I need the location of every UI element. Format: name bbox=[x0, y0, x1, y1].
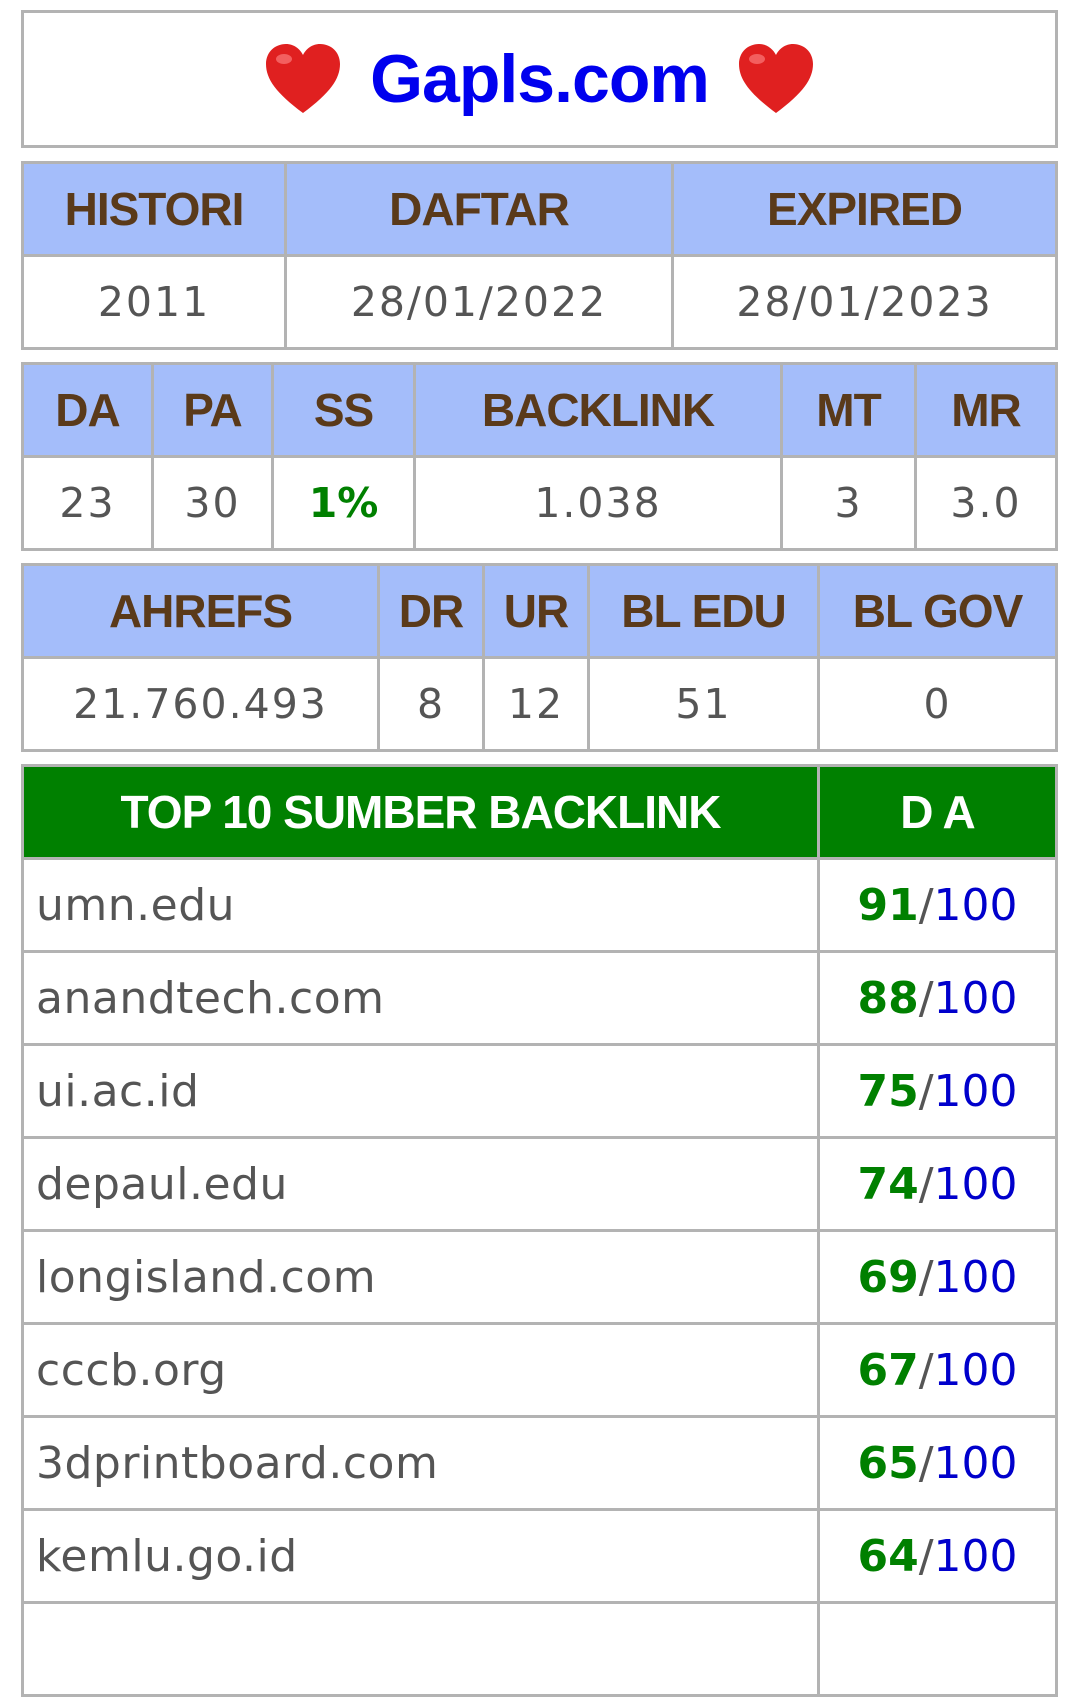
da-score-value: 75 bbox=[857, 1065, 919, 1117]
header-backlink: BACKLINK bbox=[413, 362, 783, 458]
backlink-site[interactable]: umn.edu bbox=[21, 857, 820, 953]
score-separator: / bbox=[918, 1437, 934, 1489]
mr-value: 3.0 bbox=[914, 455, 1058, 551]
pa-value: 30 bbox=[151, 455, 274, 551]
dr-value: 8 bbox=[377, 656, 485, 752]
backlink-da-score: 74/100 bbox=[817, 1136, 1058, 1232]
da-score-max: 100 bbox=[933, 1158, 1018, 1210]
header-expired: EXPIRED bbox=[671, 161, 1058, 257]
da-score-value: 88 bbox=[857, 972, 919, 1024]
table-row: depaul.edu 74/100 bbox=[21, 1136, 1058, 1232]
ahrefs-value: 21.760.493 bbox=[21, 656, 380, 752]
score-separator: / bbox=[918, 1158, 934, 1210]
backlink-site[interactable]: cccb.org bbox=[21, 1322, 820, 1418]
backlink-da-score bbox=[817, 1601, 1058, 1697]
ahrefs-metrics-table: AHREFS DR UR BL EDU BL GOV 21.760.493 8 … bbox=[21, 563, 1058, 752]
da-score-max: 100 bbox=[933, 972, 1018, 1024]
header-bl-gov: BL GOV bbox=[817, 563, 1058, 659]
backlink-da-score: 67/100 bbox=[817, 1322, 1058, 1418]
da-score-value: 65 bbox=[857, 1437, 919, 1489]
score-separator: / bbox=[918, 972, 934, 1024]
backlink-da-score: 65/100 bbox=[817, 1415, 1058, 1511]
da-score-value: 91 bbox=[857, 879, 919, 931]
da-score-value: 64 bbox=[857, 1530, 919, 1582]
da-score-max: 100 bbox=[933, 879, 1018, 931]
header-mr: MR bbox=[914, 362, 1058, 458]
da-score-max: 100 bbox=[933, 1065, 1018, 1117]
header-daftar: DAFTAR bbox=[284, 161, 674, 257]
header-ur: UR bbox=[482, 563, 590, 659]
header-ss: SS bbox=[271, 362, 416, 458]
table-row: anandtech.com 88/100 bbox=[21, 950, 1058, 1046]
table-row: 3dprintboard.com 65/100 bbox=[21, 1415, 1058, 1511]
header-da: DA bbox=[21, 362, 154, 458]
backlink-site[interactable]: ui.ac.id bbox=[21, 1043, 820, 1139]
header-top-sources: TOP 10 SUMBER BACKLINK bbox=[21, 764, 820, 860]
ur-value: 12 bbox=[482, 656, 590, 752]
backlink-da-score: 69/100 bbox=[817, 1229, 1058, 1325]
backlink-site[interactable] bbox=[21, 1601, 820, 1697]
backlink-value: 1.038 bbox=[413, 455, 783, 551]
table-row: cccb.org 67/100 bbox=[21, 1322, 1058, 1418]
bl-edu-value: 51 bbox=[587, 656, 820, 752]
backlink-site[interactable]: longisland.com bbox=[21, 1229, 820, 1325]
site-title: Gapls.com bbox=[370, 41, 710, 117]
header-pa: PA bbox=[151, 362, 274, 458]
table-row: ui.ac.id 75/100 bbox=[21, 1043, 1058, 1139]
da-score-max: 100 bbox=[933, 1437, 1018, 1489]
da-score-value: 67 bbox=[857, 1344, 919, 1396]
backlink-site[interactable]: depaul.edu bbox=[21, 1136, 820, 1232]
heart-icon bbox=[738, 44, 813, 113]
da-score-max: 100 bbox=[933, 1530, 1018, 1582]
heart-icon bbox=[266, 44, 341, 113]
da-score-value: 69 bbox=[857, 1251, 919, 1303]
score-separator: / bbox=[918, 1344, 934, 1396]
top-backlinks-table: TOP 10 SUMBER BACKLINK D A umn.edu 91/100… bbox=[21, 764, 1058, 1697]
mt-value: 3 bbox=[780, 455, 917, 551]
expired-value: 28/01/2023 bbox=[671, 254, 1058, 350]
header-ahrefs: AHREFS bbox=[21, 563, 380, 659]
score-separator: / bbox=[918, 1065, 934, 1117]
table-row: kemlu.go.id 64/100 bbox=[21, 1508, 1058, 1604]
da-score-max: 100 bbox=[933, 1344, 1018, 1396]
ss-value: 1% bbox=[308, 479, 379, 527]
score-separator: / bbox=[918, 1530, 934, 1582]
moz-metrics-table: DA PA SS BACKLINK MT MR 23 30 1% 1.038 3… bbox=[21, 362, 1058, 551]
histori-value: 2011 bbox=[21, 254, 287, 350]
table-row: longisland.com 69/100 bbox=[21, 1229, 1058, 1325]
backlink-site[interactable]: anandtech.com bbox=[21, 950, 820, 1046]
table-row: umn.edu 91/100 bbox=[21, 857, 1058, 953]
bl-gov-value: 0 bbox=[817, 656, 1058, 752]
table-row bbox=[21, 1601, 1058, 1697]
backlink-da-score: 64/100 bbox=[817, 1508, 1058, 1604]
backlink-da-score: 91/100 bbox=[817, 857, 1058, 953]
header-histori: HISTORI bbox=[21, 161, 287, 257]
backlink-site[interactable]: 3dprintboard.com bbox=[21, 1415, 820, 1511]
header-mt: MT bbox=[780, 362, 917, 458]
site-title-box: Gapls.com bbox=[21, 10, 1058, 148]
da-score-max: 100 bbox=[933, 1251, 1018, 1303]
score-separator: / bbox=[918, 1251, 934, 1303]
da-value: 23 bbox=[21, 455, 154, 551]
header-bl-edu: BL EDU bbox=[587, 563, 820, 659]
backlink-site[interactable]: kemlu.go.id bbox=[21, 1508, 820, 1604]
da-score-value: 74 bbox=[857, 1158, 919, 1210]
header-da-score: D A bbox=[817, 764, 1058, 860]
header-dr: DR bbox=[377, 563, 485, 659]
dates-table: HISTORI DAFTAR EXPIRED 2011 28/01/2022 2… bbox=[21, 161, 1058, 350]
backlink-da-score: 75/100 bbox=[817, 1043, 1058, 1139]
score-separator: / bbox=[918, 879, 934, 931]
daftar-value: 28/01/2022 bbox=[284, 254, 674, 350]
backlink-da-score: 88/100 bbox=[817, 950, 1058, 1046]
